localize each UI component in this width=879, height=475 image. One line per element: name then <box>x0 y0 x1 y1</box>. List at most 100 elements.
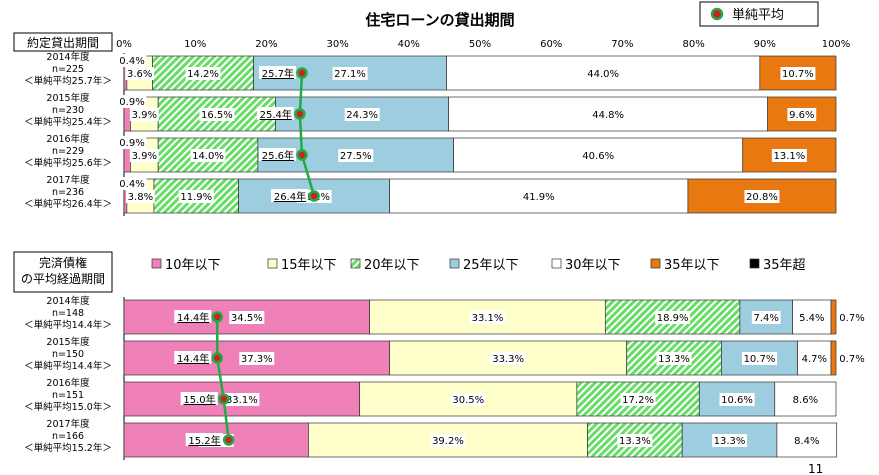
x-tick-label: 90% <box>754 39 776 50</box>
data-label: 13.1% <box>773 151 805 162</box>
average-label: 14.4年 <box>177 311 209 324</box>
category-label: ＜単純平均14.4年＞ <box>24 319 112 331</box>
category-label: n=151 <box>52 390 84 401</box>
data-label: 10.7% <box>782 69 814 80</box>
data-label: 39.2% <box>432 436 464 447</box>
data-label: 7.4% <box>754 313 779 324</box>
average-marker <box>296 67 308 79</box>
data-label-bg <box>117 177 147 190</box>
x-tick-label: 70% <box>611 39 633 50</box>
average-label-bg <box>259 148 296 161</box>
legend-swatch <box>267 258 278 269</box>
category-label: n=166 <box>52 431 84 442</box>
data-label-bg <box>430 434 466 447</box>
average-label-bg <box>174 310 212 323</box>
average-label: 15.0年 <box>183 393 215 406</box>
section-label-text: の平均経過期間 <box>21 272 105 286</box>
legend-label: 35年超 <box>763 258 806 273</box>
legend-swatch <box>749 258 760 269</box>
data-label: 13.3% <box>658 354 690 365</box>
data-label-bg <box>585 67 621 80</box>
data-label-bg <box>837 352 867 365</box>
data-label: 33.1% <box>226 395 258 406</box>
series-legend: 10年以下 15年以下 20年以下 25年以下 30年以下 35年以下 35年超 <box>151 258 806 273</box>
category-label: n=150 <box>52 349 84 360</box>
section-label: 約定貸出期間 <box>13 32 113 52</box>
data-label-bg <box>125 190 155 203</box>
page-number: 11 <box>808 462 823 475</box>
data-label-bg <box>117 95 147 108</box>
data-label-bg <box>712 434 748 447</box>
section-label-text: 完済債権 <box>39 255 87 270</box>
data-label: 24.3% <box>346 110 378 121</box>
data-label: 10.7% <box>744 354 776 365</box>
average-label: 26.4年 <box>274 190 306 203</box>
data-label: 14.0% <box>192 151 224 162</box>
data-label-bg <box>837 311 867 324</box>
data-label-bg <box>332 67 368 80</box>
data-label: 9.6% <box>789 110 814 121</box>
data-label: 13.3% <box>619 436 651 447</box>
bar-segment <box>448 96 768 132</box>
data-label-bg <box>469 311 505 324</box>
category-label: n=230 <box>52 105 84 116</box>
bar-segment <box>721 340 798 376</box>
data-label-bg <box>178 190 214 203</box>
data-label: 34.5% <box>231 313 263 324</box>
data-label: 30.5% <box>452 395 484 406</box>
category-label: n=148 <box>52 308 84 319</box>
average-label: 25.7年 <box>262 67 294 80</box>
category-label: 2015年度 <box>46 92 90 104</box>
data-label-bg <box>125 67 155 80</box>
data-label: 0.7% <box>839 354 864 365</box>
category-label: 2017年度 <box>46 174 90 186</box>
data-label: 17.2% <box>622 395 654 406</box>
category-label: ＜単純平均25.4年＞ <box>24 116 112 128</box>
bar-segment <box>830 299 837 335</box>
section-repaid-elapsed: 10年以下 15年以下 20年以下 25年以下 30年以下 35年以下 35年超 完済債権の平… <box>13 251 867 460</box>
data-label-bg <box>787 108 817 121</box>
data-label: 8.6% <box>793 395 818 406</box>
legend-swatch <box>650 258 661 269</box>
data-label-bg <box>797 311 827 324</box>
data-label-bg <box>590 108 626 121</box>
data-label: 44.8% <box>592 110 624 121</box>
average-line <box>298 72 316 197</box>
x-tick-label: 30% <box>326 39 348 50</box>
data-label: 40.6% <box>582 151 614 162</box>
x-tick-label: 100% <box>822 39 851 50</box>
data-label-bg <box>617 434 653 447</box>
category-label: n=225 <box>52 64 84 75</box>
legend-label: 15年以下 <box>281 258 337 273</box>
data-label: 33.1% <box>472 313 504 324</box>
data-label: 0.7% <box>839 313 864 324</box>
average-label: 25.4年 <box>260 108 292 121</box>
average-marker <box>296 149 308 161</box>
data-label-bg <box>655 311 691 324</box>
category-label: 2015年度 <box>46 336 90 348</box>
data-label-bg <box>185 67 221 80</box>
data-label-bg <box>719 393 755 406</box>
data-label: 13.3% <box>714 436 746 447</box>
data-label-bg <box>744 190 780 203</box>
data-label-bg <box>450 393 486 406</box>
data-label: 3.6% <box>127 69 152 80</box>
category-label: ＜単純平均15.0年＞ <box>24 401 112 413</box>
data-label-bg <box>117 136 147 149</box>
average-label-bg <box>271 189 309 202</box>
data-label: 18.9% <box>657 313 689 324</box>
data-label-bg <box>229 311 265 324</box>
average-marker <box>308 190 320 202</box>
x-tick-label: 20% <box>255 39 277 50</box>
data-label-bg <box>790 393 820 406</box>
data-label-bg <box>620 393 656 406</box>
data-label: 11.9% <box>180 192 212 203</box>
data-label: 4.7% <box>802 354 827 365</box>
data-label: 41.9% <box>523 192 555 203</box>
data-label-bg <box>338 149 374 162</box>
data-label-bg <box>799 352 829 365</box>
legend-label: 10年以下 <box>165 258 221 273</box>
bar-segment <box>123 340 390 376</box>
average-label-bg <box>259 66 296 79</box>
